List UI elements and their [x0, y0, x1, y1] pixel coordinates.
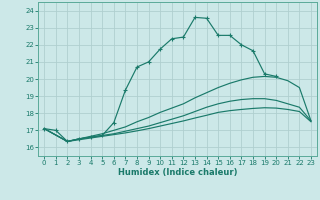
X-axis label: Humidex (Indice chaleur): Humidex (Indice chaleur) — [118, 168, 237, 177]
